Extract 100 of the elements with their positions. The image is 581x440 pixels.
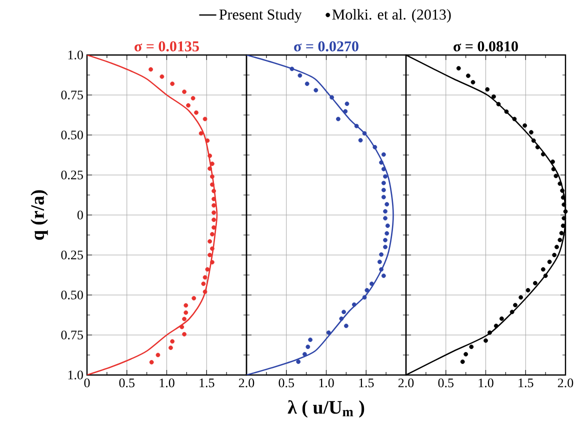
y-tick-label: 0.75 [61,90,83,100]
point [208,252,212,258]
point [212,196,216,202]
point [518,295,524,300]
point [551,166,556,172]
point [212,210,216,215]
point [208,239,212,244]
point [182,332,186,336]
point [383,209,388,214]
y-tick-label: 0.50 [61,130,83,140]
point [160,74,164,79]
point [381,188,386,192]
point [540,152,546,156]
point [354,124,359,128]
point [379,160,384,165]
x-tick-label: 1.5 [518,378,534,388]
point [186,103,190,108]
point [190,96,196,100]
point [381,152,386,157]
point [532,280,538,286]
x-tick-label: 0.5 [438,378,454,388]
point [460,360,465,364]
point [306,344,310,350]
point [469,344,474,350]
point [547,260,552,264]
point [362,295,367,300]
point [194,110,198,115]
y-tick-label: 0.25 [61,170,83,180]
point [212,218,216,222]
point [552,252,557,258]
point [184,303,188,308]
point [558,181,562,186]
point [550,160,555,164]
point [370,282,374,286]
y-axis-title: q (r/a) [30,190,48,240]
x-tick-label: 1.5 [200,378,214,388]
point [205,138,210,143]
point [466,74,470,78]
point [379,267,384,272]
point [210,232,214,236]
point [381,166,386,172]
point [210,182,214,187]
point [182,90,186,94]
point [383,238,388,242]
point [314,88,318,92]
x-tick-label: 1.0 [160,378,174,388]
point [170,82,175,86]
point [192,296,196,300]
point [464,352,468,356]
point [148,67,153,72]
point [344,102,350,106]
point [560,188,565,193]
y-tick-label: 0 [77,210,83,220]
point [562,216,566,220]
y-tick-label: 1.0 [68,50,83,60]
point [543,274,548,278]
point [383,174,388,179]
y-tick-label: 0.75 [61,330,83,340]
point [208,154,212,158]
point [202,275,208,280]
x-tick-label: 0.5 [119,378,134,388]
point [488,330,492,335]
point [170,339,175,344]
point [381,274,386,278]
point [210,162,214,166]
chart-title: σ = 0.0810 [454,41,518,52]
point [381,194,386,200]
point [485,87,490,92]
point [558,238,562,242]
legend-label: Molki. et al. (2013) [332,9,451,23]
point [298,73,302,78]
point [377,260,382,264]
point [168,346,173,350]
y-tick-label: 0.50 [61,290,83,300]
point [352,302,356,307]
point [180,324,184,330]
point [540,267,546,272]
point [210,260,214,264]
point [522,123,528,128]
x-tick-label: 2.0 [238,378,254,388]
point [554,244,559,250]
chart-title: σ = 0.0270 [294,41,358,52]
x-tick-label: 0 [84,378,90,388]
line-series [87,55,218,375]
point [330,95,334,100]
point [383,244,388,250]
point [526,288,530,292]
point [563,209,568,214]
point [308,338,313,342]
point [554,174,558,178]
point [560,195,566,200]
point [336,116,340,122]
point [302,352,307,356]
y-tick-label: 0.25 [61,250,83,260]
point [358,138,363,142]
legend-label: Present Study [219,9,302,23]
point [205,267,210,272]
point [562,202,566,207]
point [384,231,390,236]
point [362,131,367,136]
